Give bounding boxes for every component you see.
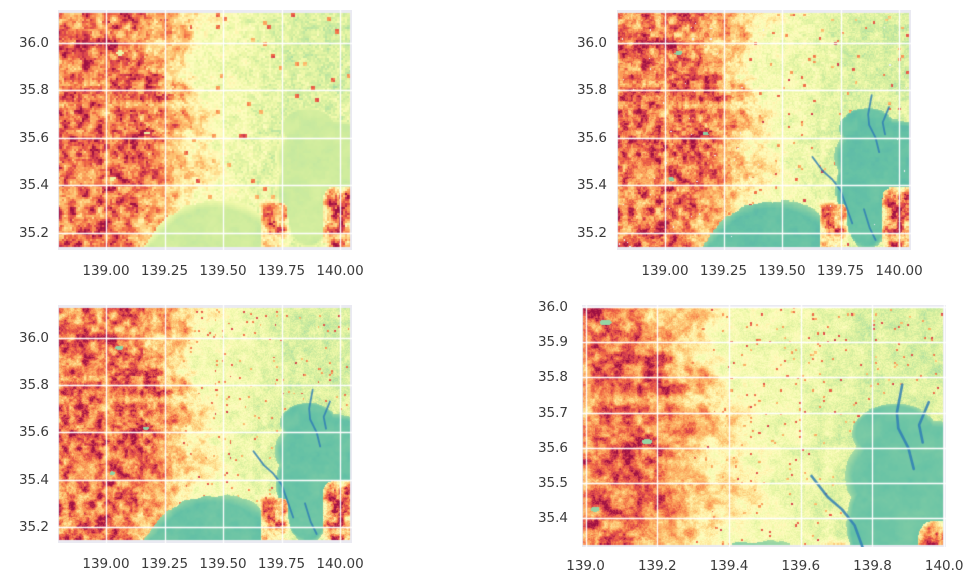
x-tick-label: 139.6 bbox=[781, 558, 821, 574]
x-tick-label: 139.00 bbox=[82, 263, 130, 279]
y-tick-label: 35.7 bbox=[537, 404, 568, 421]
y-tick-label: 35.4 bbox=[537, 510, 568, 527]
x-tick-label: 139.75 bbox=[816, 263, 865, 279]
y-tick-label: 35.8 bbox=[576, 82, 607, 99]
map-canvas-bottom-right bbox=[582, 305, 946, 547]
x-tick-label: 139.8 bbox=[853, 558, 892, 574]
y-tick-label: 35.5 bbox=[537, 474, 568, 491]
x-tick-label: 140.00 bbox=[316, 556, 364, 572]
x-tick-label: 140.00 bbox=[316, 263, 364, 279]
y-tick-label: 35.2 bbox=[18, 518, 49, 535]
y-tick-label: 35.8 bbox=[537, 369, 568, 386]
map-panel-bottom-right bbox=[582, 305, 946, 547]
x-tick-label: 139.50 bbox=[199, 556, 247, 572]
x-tick-label: 139.50 bbox=[199, 263, 247, 279]
y-tick-label: 35.8 bbox=[18, 82, 49, 99]
x-tick-label: 139.2 bbox=[637, 558, 677, 574]
map-canvas-bottom-left bbox=[58, 305, 352, 543]
x-tick-label: 140.00 bbox=[875, 263, 923, 279]
x-tick-label: 139.75 bbox=[257, 556, 306, 572]
x-tick-label: 139.50 bbox=[758, 263, 806, 279]
y-tick-label: 35.4 bbox=[18, 177, 49, 194]
y-tick-label: 36.0 bbox=[537, 299, 568, 316]
y-tick-label: 35.6 bbox=[537, 439, 568, 456]
map-panel-top-right bbox=[617, 10, 911, 250]
map-canvas-top-left bbox=[58, 10, 352, 250]
y-tick-label: 35.6 bbox=[18, 424, 49, 441]
x-tick-label: 139.00 bbox=[82, 556, 130, 572]
map-panel-bottom-left bbox=[58, 305, 352, 543]
x-tick-label: 139.25 bbox=[699, 263, 748, 279]
y-tick-label: 35.4 bbox=[576, 177, 607, 194]
x-tick-label: 139.75 bbox=[257, 263, 306, 279]
x-tick-label: 140.0 bbox=[924, 558, 964, 574]
y-tick-label: 35.6 bbox=[18, 129, 49, 146]
map-panel-top-left bbox=[58, 10, 352, 250]
y-tick-label: 35.8 bbox=[18, 376, 49, 393]
x-tick-label: 139.0 bbox=[566, 558, 605, 574]
y-tick-label: 36.0 bbox=[18, 34, 49, 51]
y-tick-label: 35.2 bbox=[576, 224, 607, 241]
x-tick-label: 139.4 bbox=[709, 558, 749, 574]
x-tick-label: 139.00 bbox=[641, 263, 689, 279]
x-tick-label: 139.25 bbox=[140, 556, 189, 572]
y-tick-label: 36.0 bbox=[576, 34, 607, 51]
map-canvas-top-right bbox=[617, 10, 911, 250]
y-tick-label: 35.6 bbox=[576, 129, 607, 146]
y-tick-label: 36.0 bbox=[18, 329, 49, 346]
y-tick-label: 35.4 bbox=[18, 471, 49, 488]
y-tick-label: 35.9 bbox=[537, 334, 568, 351]
x-tick-label: 139.25 bbox=[140, 263, 189, 279]
y-tick-label: 35.2 bbox=[18, 224, 49, 241]
